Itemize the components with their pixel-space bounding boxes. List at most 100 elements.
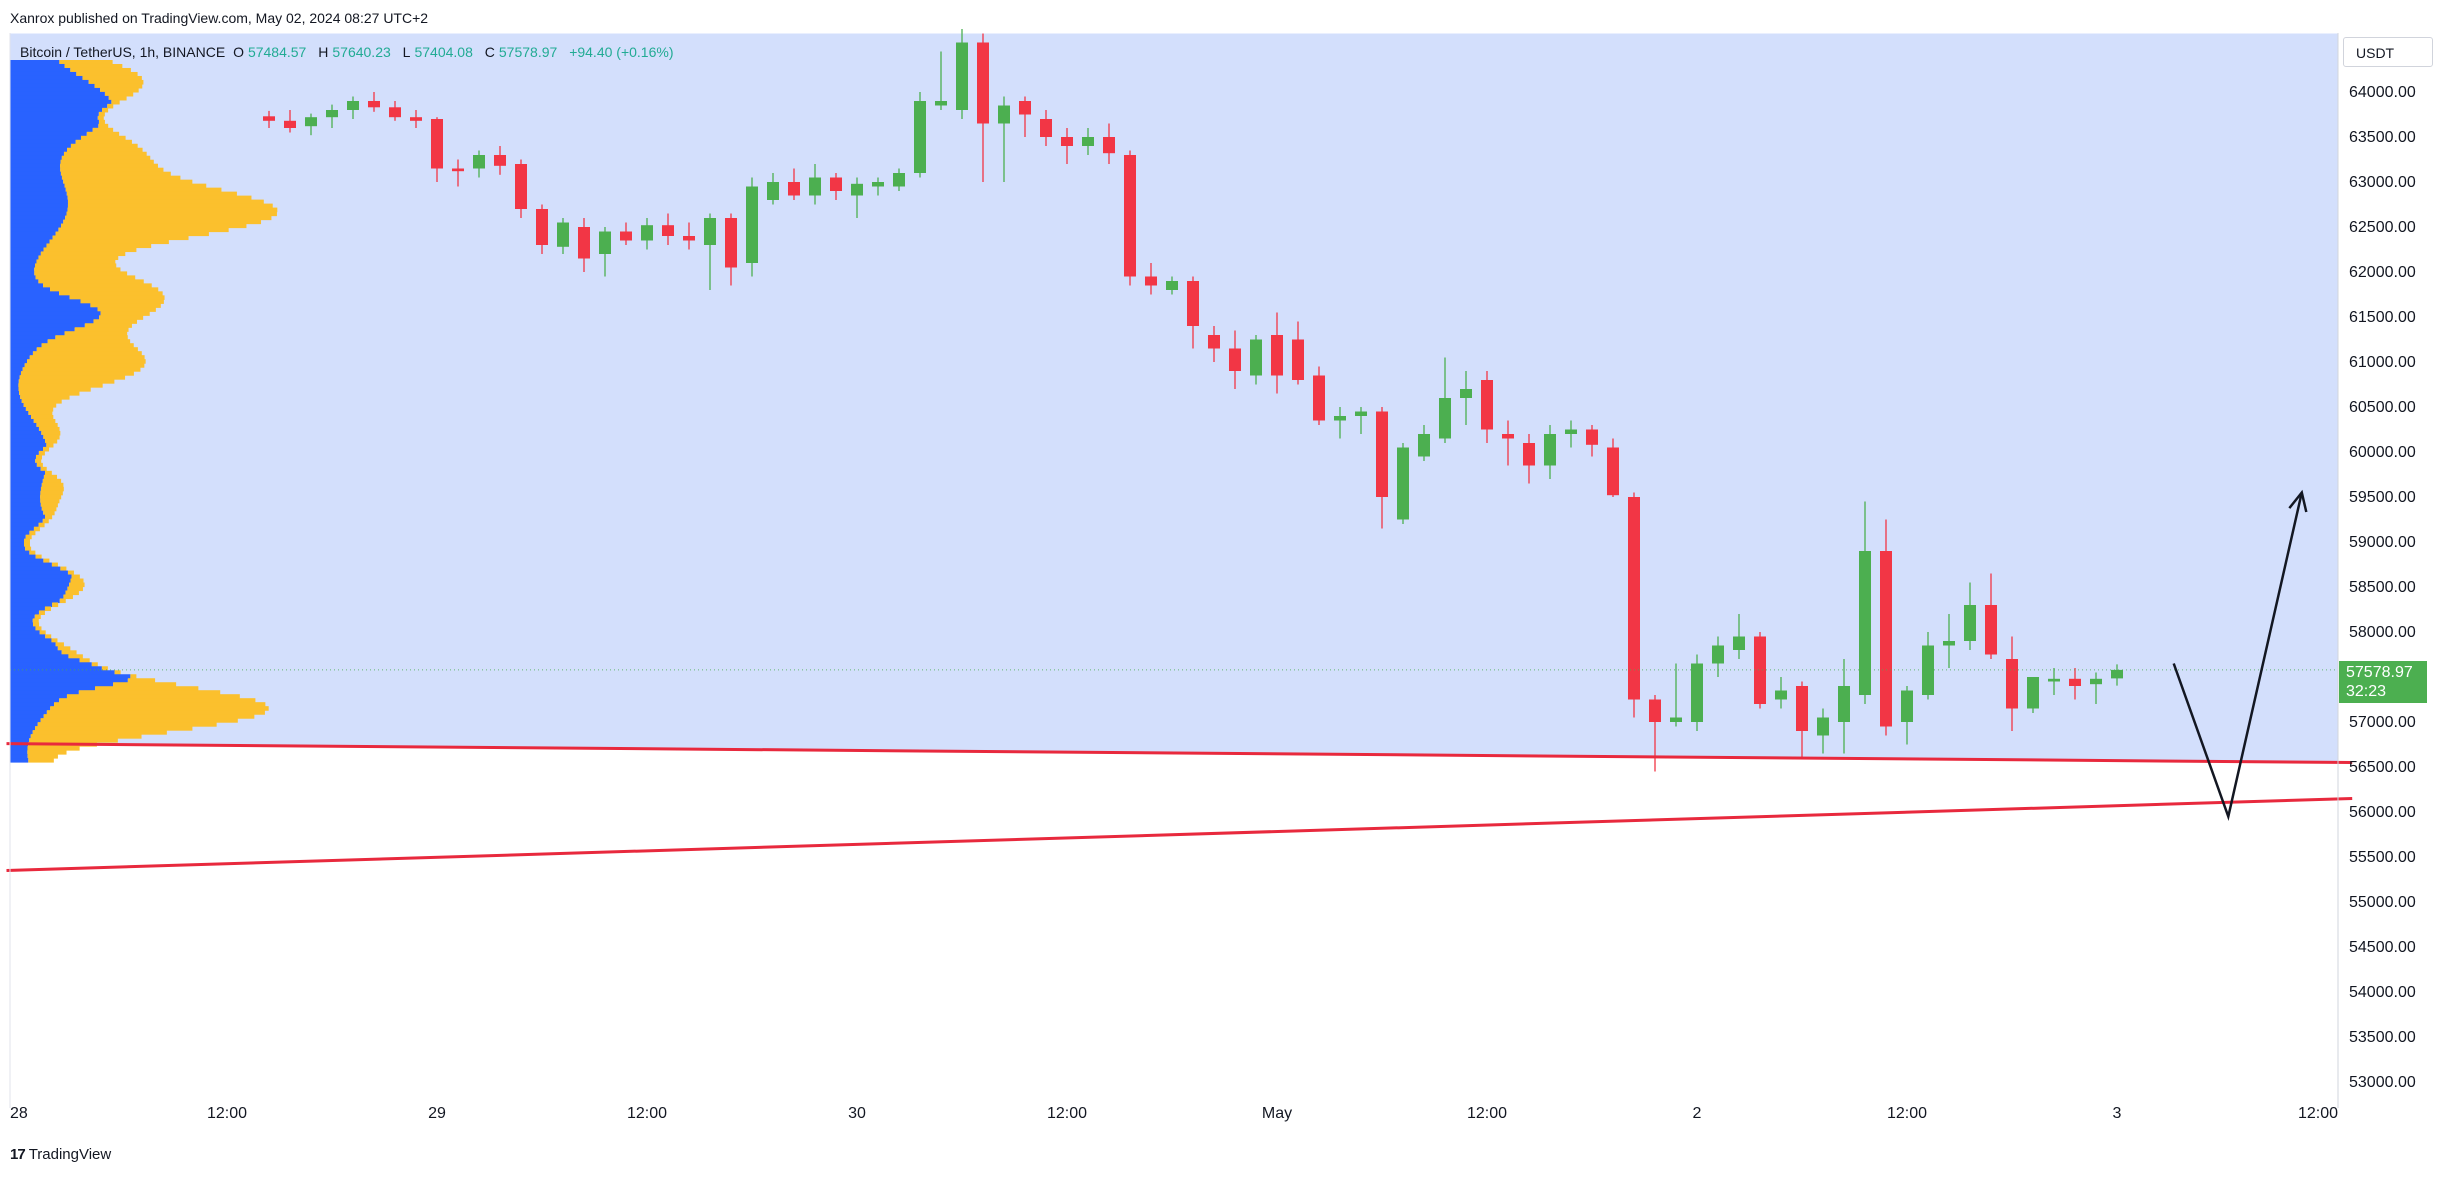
candle-down[interactable] [662,225,674,236]
volume-profile-up-row [60,163,158,169]
candle-down[interactable] [1607,447,1619,496]
lower-trendline[interactable] [6,797,2353,872]
candle-down[interactable] [1145,276,1157,286]
candle-up[interactable] [1859,551,1871,695]
candle-up[interactable] [1733,636,1745,651]
candle-up[interactable] [809,177,821,196]
candle-down[interactable] [1586,429,1598,445]
candle-up[interactable] [1838,686,1850,722]
candle-up[interactable] [1418,434,1430,457]
candle-up[interactable] [851,183,863,196]
candle-up[interactable] [1355,411,1367,417]
candle-up[interactable] [1922,645,1934,696]
candle-up[interactable] [599,231,611,255]
candle-up[interactable] [746,186,758,264]
candle-down[interactable] [578,227,590,259]
candle-down[interactable] [977,42,989,124]
candle-down[interactable] [1040,119,1052,137]
candle-up[interactable] [704,218,716,245]
candle-up[interactable] [641,225,653,241]
candle-up[interactable] [557,222,569,247]
candle-down[interactable] [1481,380,1493,430]
candle-up[interactable] [1817,717,1829,736]
candle-down[interactable] [494,155,506,166]
candle-up[interactable] [473,155,485,169]
candle-down[interactable] [1229,348,1241,372]
candle-down[interactable] [1103,137,1115,154]
candle-down[interactable] [452,168,464,172]
candle-down[interactable] [1376,411,1388,498]
candle-down[interactable] [1313,375,1325,421]
candle-down[interactable] [1208,335,1220,349]
candle-up[interactable] [305,117,317,127]
candle-up[interactable] [1397,447,1409,520]
candle-up[interactable] [1439,398,1451,439]
projection-path[interactable] [2172,492,2304,821]
volume-profile-up-row [66,211,277,217]
candle-up[interactable] [893,173,905,187]
candle-up[interactable] [326,110,338,118]
candle-down[interactable] [683,236,695,241]
candle-up[interactable] [1943,641,1955,646]
candle-down[interactable] [725,218,737,268]
candle-up[interactable] [1250,339,1262,376]
tradingview-brand[interactable]: 17 TradingView [10,1146,111,1163]
candle-down[interactable] [1271,335,1283,376]
candle-up[interactable] [1460,389,1472,398]
candle-down[interactable] [1292,339,1304,381]
candle-up[interactable] [2111,669,2123,679]
candle-down[interactable] [2006,659,2018,709]
candle-down[interactable] [515,164,527,209]
candle-up[interactable] [1166,281,1178,290]
candle-down[interactable] [1754,636,1766,705]
candle-up[interactable] [1964,605,1976,641]
candle-up[interactable] [1670,717,1682,723]
candle-up[interactable] [914,101,926,173]
candle-up[interactable] [872,182,884,187]
candle-up[interactable] [1544,434,1556,466]
candle-up[interactable] [935,101,947,106]
candle-down[interactable] [1124,155,1136,277]
candle-up[interactable] [2048,678,2060,682]
candle-down[interactable] [1628,497,1640,700]
candle-down[interactable] [431,119,443,169]
candle-up[interactable] [1775,690,1787,700]
volume-profile-down-row [10,147,67,153]
candle-down[interactable] [2069,678,2081,686]
candle-down[interactable] [389,107,401,118]
symbol-label[interactable]: Bitcoin / TetherUS, 1h, BINANCE [20,44,226,60]
volume-profile-up-row [38,255,119,261]
candle-down[interactable] [284,120,296,128]
candle-up[interactable] [767,182,779,200]
candle-up[interactable] [2090,678,2102,685]
candle-up[interactable] [2027,677,2039,709]
currency-selector[interactable]: USDT [2343,37,2433,67]
candle-up[interactable] [1712,645,1724,664]
candle-up[interactable] [1565,429,1577,435]
candle-up[interactable] [998,105,1010,124]
candle-down[interactable] [1649,699,1661,723]
candle-down[interactable] [368,101,380,108]
candle-down[interactable] [1019,101,1031,115]
upper-trendline[interactable] [6,742,2353,764]
candle-down[interactable] [1502,434,1514,439]
candle-down[interactable] [1187,281,1199,326]
candle-down[interactable] [1523,443,1535,466]
candle-down[interactable] [620,231,632,241]
candle-down[interactable] [410,117,422,121]
candle-up[interactable] [1901,690,1913,723]
candle-down[interactable] [263,116,275,121]
candle-down[interactable] [830,177,842,192]
candle-down[interactable] [1985,605,1997,655]
candle-up[interactable] [1082,137,1094,146]
candle-down[interactable] [536,209,548,245]
candle-up[interactable] [1691,663,1703,723]
candle-down[interactable] [788,182,800,196]
candle-up[interactable] [1334,416,1346,421]
candle-up[interactable] [347,101,359,110]
candle-up[interactable] [956,42,968,111]
candle-down[interactable] [1061,137,1073,146]
candle-down[interactable] [1796,686,1808,731]
candle-down[interactable] [1880,551,1892,727]
